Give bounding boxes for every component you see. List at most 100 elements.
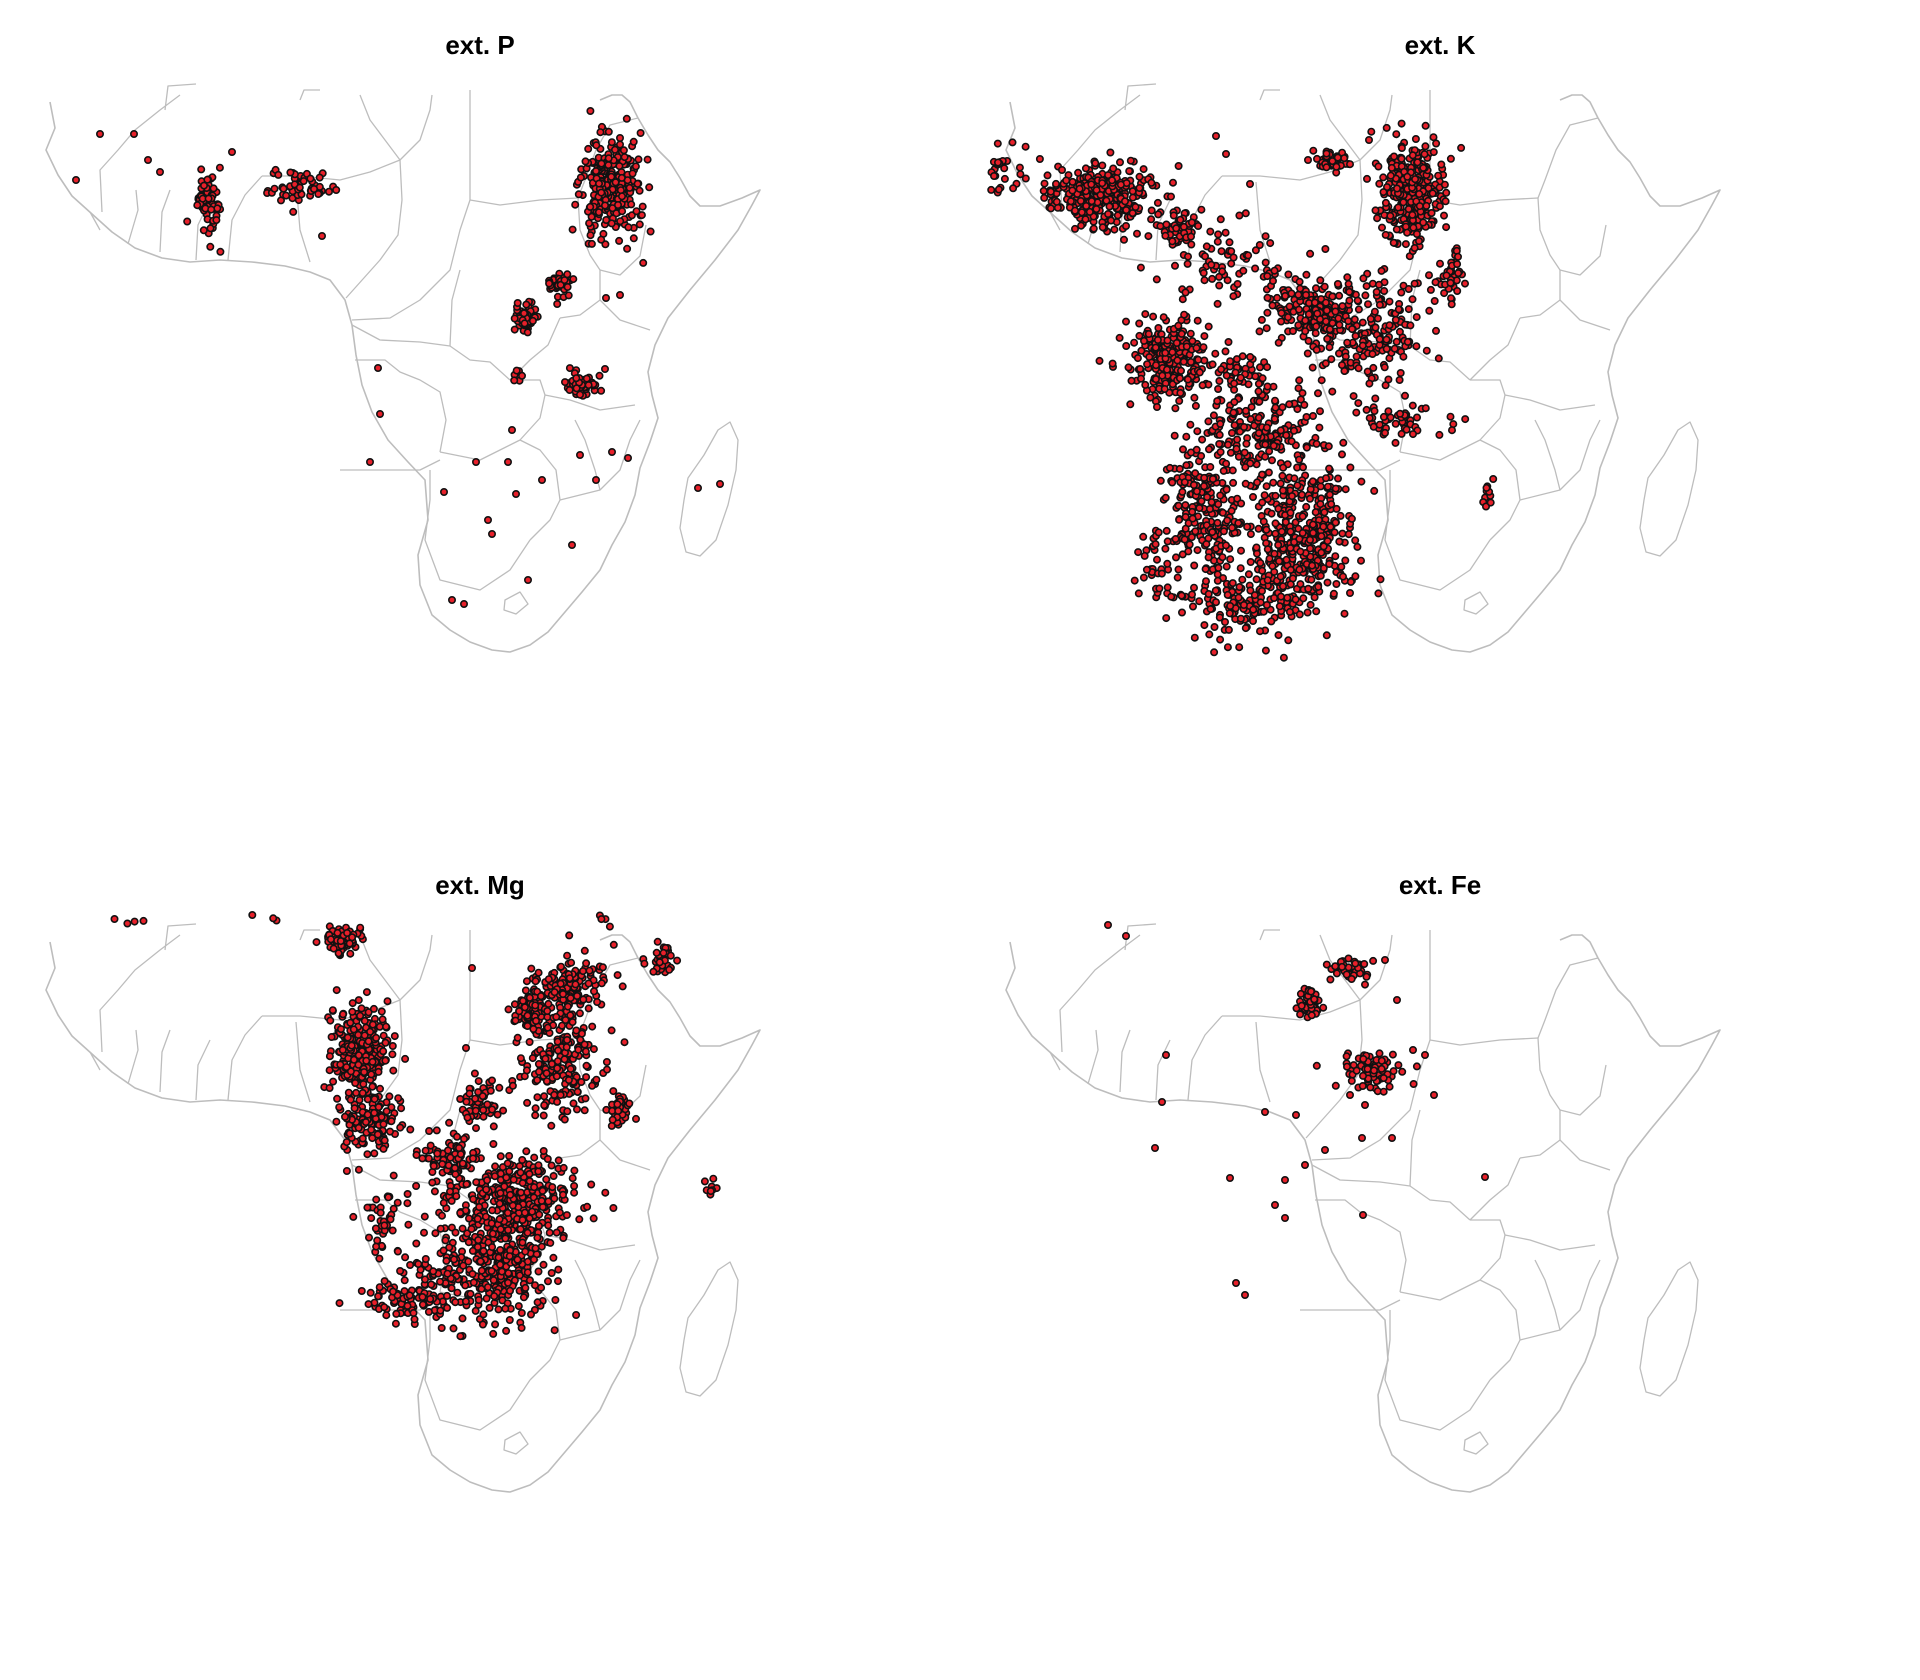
sample-point [1177, 366, 1186, 375]
sample-point [358, 1089, 367, 1098]
sample-point [1304, 336, 1313, 345]
sample-point [1231, 368, 1240, 377]
country-border [574, 1259, 601, 1331]
sample-point [1380, 286, 1389, 295]
sample-point [1068, 177, 1077, 186]
sample-point [1308, 561, 1317, 570]
sample-point [531, 1111, 540, 1120]
sample-point [374, 1103, 383, 1112]
sample-point [525, 1177, 534, 1186]
sample-point [1098, 179, 1107, 188]
sample-point [552, 1228, 561, 1237]
sample-point [1415, 190, 1424, 199]
sample-point [1277, 527, 1286, 536]
sample-point [1225, 238, 1234, 247]
sample-point [438, 1160, 447, 1169]
sample-point [1323, 482, 1332, 491]
sample-point [355, 1095, 364, 1104]
sample-point [1104, 210, 1113, 219]
sample-point [326, 1016, 335, 1025]
sample-point [1098, 161, 1107, 170]
sample-point [506, 1190, 515, 1199]
sample-point [1239, 422, 1248, 431]
sample-point [1347, 514, 1356, 523]
sample-point [1204, 589, 1213, 598]
sample-point [1370, 406, 1379, 415]
sample-point [1431, 326, 1440, 335]
sample-point [530, 1153, 539, 1162]
sample-point [592, 141, 601, 150]
sample-point [332, 1117, 341, 1126]
sample-point [1128, 193, 1137, 202]
sample-point [369, 1004, 378, 1013]
sample-point [1076, 197, 1085, 206]
sample-point [1162, 526, 1171, 535]
sample-point [1252, 543, 1261, 552]
sample-point [560, 1055, 569, 1064]
sample-point [1311, 329, 1320, 338]
sample-point [1312, 439, 1321, 448]
sample-point [1187, 240, 1196, 249]
sample-point [1326, 522, 1335, 531]
sample-point [1282, 431, 1291, 440]
sample-point [503, 457, 512, 466]
sample-point [1254, 429, 1263, 438]
sample-point [608, 1115, 617, 1124]
sample-point [1254, 524, 1263, 533]
sample-point [1203, 493, 1212, 502]
sample-point [1322, 149, 1331, 158]
sample-point [475, 1202, 484, 1211]
sample-point [987, 185, 996, 194]
sample-point [443, 1146, 452, 1155]
sample-point [193, 201, 202, 210]
sample-point [1233, 279, 1242, 288]
sample-point [456, 1208, 465, 1217]
sample-point [1180, 535, 1189, 544]
madagascar-outline [1639, 421, 1699, 557]
sample-point [1133, 354, 1142, 363]
sample-point [1107, 216, 1116, 225]
sample-point [375, 409, 384, 418]
sample-point [504, 1226, 513, 1235]
sample-point [1218, 267, 1227, 276]
sample-point [577, 1029, 586, 1038]
sample-point [1290, 474, 1299, 483]
sample-point [1180, 310, 1189, 319]
sample-point [525, 1214, 534, 1223]
sample-point [474, 1295, 483, 1304]
sample-point [1046, 187, 1055, 196]
sample-point [1399, 198, 1408, 207]
sample-point [1371, 206, 1380, 215]
sample-point [1286, 527, 1295, 536]
sample-point [1352, 408, 1361, 417]
sample-point [1328, 292, 1337, 301]
sample-point [1335, 291, 1344, 300]
sample-point [389, 1066, 398, 1075]
sample-point [1333, 279, 1342, 288]
sample-point [1408, 151, 1417, 160]
sample-point [1136, 364, 1145, 373]
sample-point [1218, 553, 1227, 562]
sample-point [554, 1265, 563, 1274]
country-border [159, 1029, 171, 1093]
sample-point [625, 183, 634, 192]
sample-point [1224, 337, 1233, 346]
sample-point [1333, 153, 1342, 162]
sample-point [1340, 609, 1349, 618]
sample-point [1226, 601, 1235, 610]
sample-point [315, 173, 324, 182]
sample-point [512, 366, 521, 375]
sample-point [1206, 605, 1215, 614]
sample-point [1261, 440, 1270, 449]
sample-point [609, 1203, 618, 1212]
sample-point [495, 1215, 504, 1224]
sample-point [563, 1036, 572, 1045]
sample-point [523, 1228, 532, 1237]
sample-point [1197, 497, 1206, 506]
sample-point [1310, 593, 1319, 602]
sample-point [511, 489, 520, 498]
sample-point [368, 1020, 377, 1029]
sample-point [1215, 376, 1224, 385]
sample-point [1155, 584, 1164, 593]
sample-point [1397, 144, 1406, 153]
